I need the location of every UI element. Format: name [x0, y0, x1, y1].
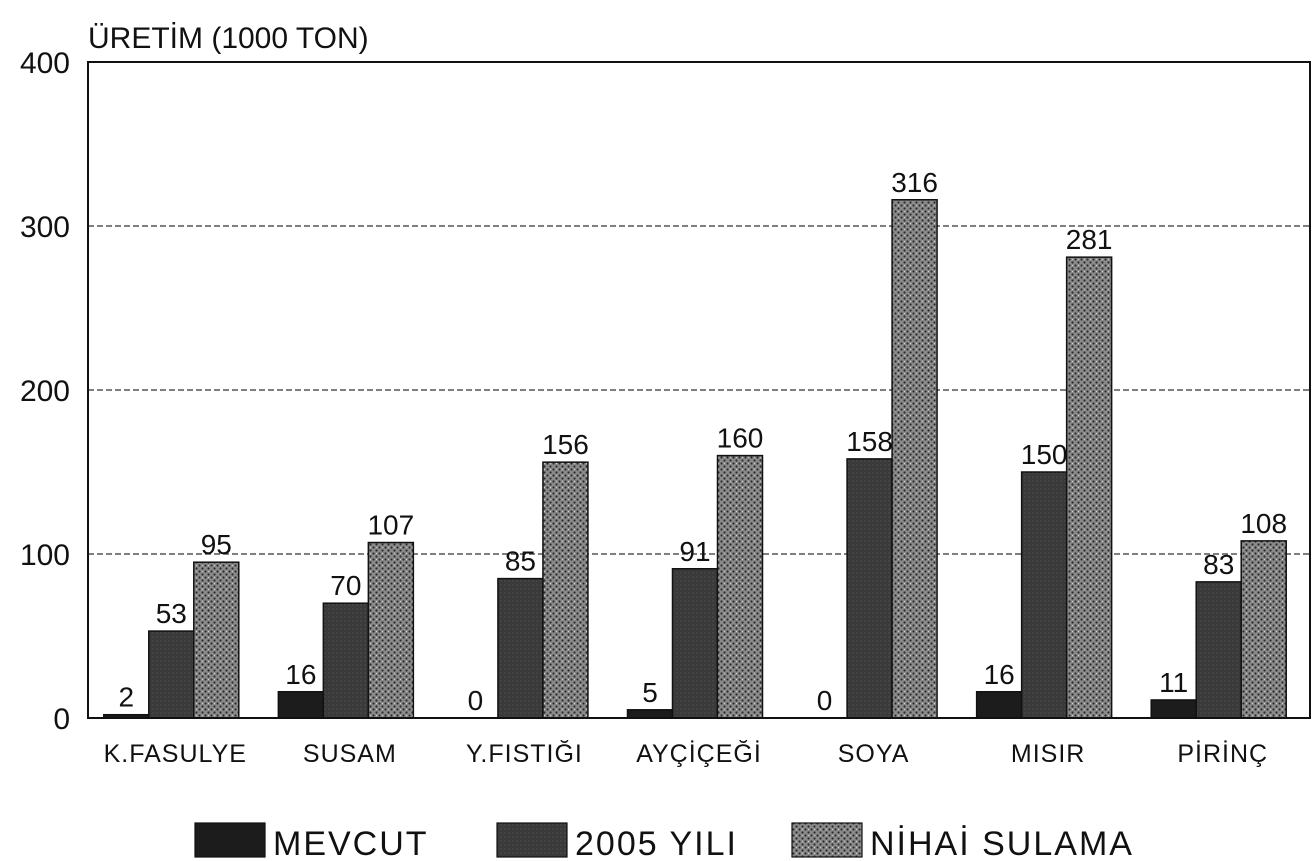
- y-tick-label: 200: [20, 375, 70, 408]
- bar-nihai-sulama: [367, 541, 415, 719]
- x-tick-label: K.FASULYE: [104, 740, 247, 768]
- y-axis-label: ÜRETİM (1000 TON): [88, 22, 369, 55]
- bar-mevcut: [626, 709, 674, 719]
- bar-nihai-sulama: [1065, 256, 1113, 719]
- bar-2005-yili: [1195, 581, 1242, 719]
- data-label-nihai-sulama: 160: [717, 423, 764, 454]
- bars: [103, 199, 1287, 719]
- bar-nihai-sulama: [193, 561, 240, 719]
- data-label-2005-yili: 70: [330, 570, 361, 601]
- legend: MEVCUT 2005 YILI NİHAİ SULAMA: [194, 822, 1134, 861]
- y-tick-label: 100: [20, 539, 70, 572]
- data-label-2005-yili: 158: [846, 426, 893, 457]
- legend-label-mevcut: MEVCUT: [273, 825, 429, 861]
- x-tick-label: SOYA: [838, 740, 910, 768]
- bar-2005-yili: [1020, 471, 1068, 719]
- y-tick-label: 0: [53, 703, 70, 736]
- data-label-2005-yili: 91: [679, 536, 710, 567]
- bar-nihai-sulama: [891, 199, 938, 719]
- x-tick-label: PİRİNÇ: [1177, 739, 1268, 768]
- data-label-nihai-sulama: 281: [1066, 224, 1113, 255]
- data-label-mevcut: 0: [468, 685, 484, 716]
- data-label-2005-yili: 85: [505, 546, 536, 577]
- bar-nihai-sulama: [716, 454, 764, 719]
- bar-2005-yili: [148, 630, 195, 719]
- legend-swatch-nihai-sulama: [791, 822, 863, 858]
- x-tick-label: MISIR: [1011, 740, 1085, 768]
- legend-swatch-mevcut: [194, 822, 266, 858]
- bar-mevcut: [277, 691, 325, 719]
- data-label-mevcut: 11: [1159, 667, 1188, 698]
- bar-mevcut: [1150, 699, 1197, 719]
- bar-nihai-sulama: [542, 461, 589, 719]
- y-tick-label: 400: [20, 47, 70, 80]
- y-tick-label: 300: [20, 211, 70, 244]
- bar-2005-yili: [322, 602, 370, 719]
- data-label-mevcut: 16: [285, 659, 316, 690]
- x-tick-label: AYÇİÇEĞİ: [636, 739, 762, 768]
- y-tick-labels: 0 100 200 300 400: [20, 47, 70, 736]
- data-label-mevcut: 2: [118, 682, 134, 713]
- data-label-nihai-sulama: 107: [367, 510, 414, 541]
- data-label-mevcut: 5: [642, 677, 658, 708]
- data-label-2005-yili: 53: [156, 598, 187, 629]
- data-label-2005-yili: 83: [1203, 549, 1234, 580]
- x-tick-label: Y.FISTIĞI: [466, 739, 583, 768]
- x-tick-labels: K.FASULYE SUSAM Y.FISTIĞI AYÇİÇEĞİ SOYA MISIR…: [104, 739, 1268, 768]
- gridlines: [88, 225, 1310, 555]
- data-label-2005-yili: 150: [1021, 439, 1068, 470]
- legend-label-2005-yili: 2005 YILI: [575, 825, 738, 861]
- bar-2005-yili: [497, 577, 544, 719]
- plot-frame: [87, 61, 1311, 719]
- data-label-nihai-sulama: 316: [891, 167, 938, 198]
- legend-label-nihai-sulama: NİHAİ SULAMA: [870, 825, 1134, 861]
- data-label-mevcut: 16: [984, 659, 1015, 690]
- bar-nihai-sulama: [1240, 540, 1287, 719]
- x-tick-label: SUSAM: [303, 740, 397, 768]
- bar-2005-yili: [846, 458, 893, 719]
- data-label-nihai-sulama: 95: [201, 529, 232, 560]
- data-label-mevcut: 0: [817, 685, 833, 716]
- legend-swatch-2005-yili: [496, 822, 568, 858]
- bar-2005-yili: [671, 568, 719, 719]
- bar-mevcut: [975, 691, 1023, 719]
- data-label-nihai-sulama: 108: [1240, 508, 1287, 539]
- data-label-nihai-sulama: 156: [542, 429, 589, 460]
